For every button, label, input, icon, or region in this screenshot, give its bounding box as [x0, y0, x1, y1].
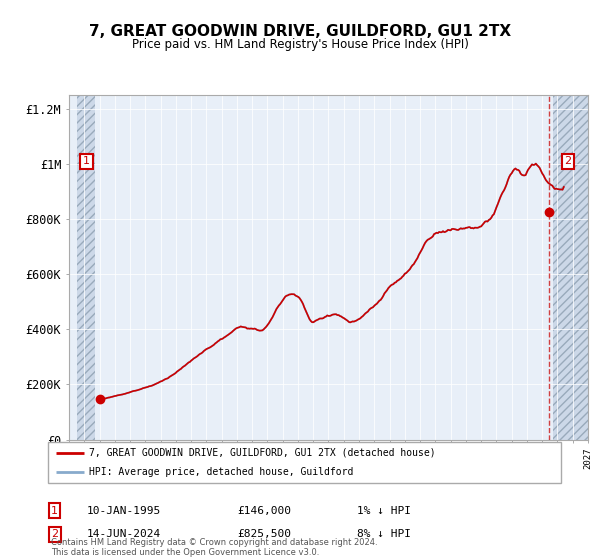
Text: 2: 2 — [51, 529, 58, 539]
Text: 10-JAN-1995: 10-JAN-1995 — [87, 506, 161, 516]
Bar — [553, 95, 588, 440]
Text: 8% ↓ HPI: 8% ↓ HPI — [357, 529, 411, 539]
Text: 1: 1 — [51, 506, 58, 516]
Bar — [77, 95, 95, 440]
Text: 1% ↓ HPI: 1% ↓ HPI — [357, 506, 411, 516]
Text: Contains HM Land Registry data © Crown copyright and database right 2024.
This d: Contains HM Land Registry data © Crown c… — [51, 538, 377, 557]
Text: HPI: Average price, detached house, Guildford: HPI: Average price, detached house, Guil… — [89, 467, 353, 477]
Text: 14-JUN-2024: 14-JUN-2024 — [87, 529, 161, 539]
Text: 7, GREAT GOODWIN DRIVE, GUILDFORD, GU1 2TX: 7, GREAT GOODWIN DRIVE, GUILDFORD, GU1 2… — [89, 24, 511, 39]
Text: £146,000: £146,000 — [237, 506, 291, 516]
Text: £825,500: £825,500 — [237, 529, 291, 539]
Text: 7, GREAT GOODWIN DRIVE, GUILDFORD, GU1 2TX (detached house): 7, GREAT GOODWIN DRIVE, GUILDFORD, GU1 2… — [89, 448, 436, 458]
Text: 2: 2 — [565, 156, 572, 166]
FancyBboxPatch shape — [48, 442, 561, 483]
Text: 1: 1 — [83, 156, 90, 166]
Text: Price paid vs. HM Land Registry's House Price Index (HPI): Price paid vs. HM Land Registry's House … — [131, 38, 469, 50]
